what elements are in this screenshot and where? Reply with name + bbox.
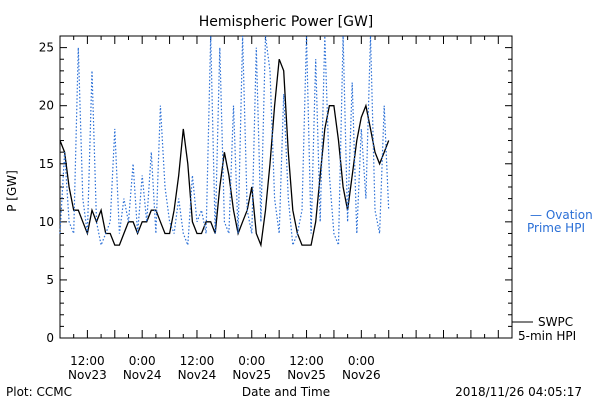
- x-tick-time-label: 12:00: [70, 354, 105, 368]
- x-tick-date-label: Nov24: [178, 368, 217, 382]
- x-tick-time-label: 0:00: [238, 354, 265, 368]
- ovation-prime-hpi-line: [59, 35, 390, 248]
- y-axis: 0 5 10 15 20 25: [39, 35, 512, 345]
- chart-title: Hemispheric Power [GW]: [199, 14, 374, 30]
- x-axis: 12:00Nov230:00Nov2412:00Nov240:00Nov2512…: [59, 36, 513, 382]
- y-tick-label: 25: [39, 41, 54, 55]
- x-tick-date-label: Nov24: [123, 368, 162, 382]
- x-axis-label: Date and Time: [242, 385, 330, 399]
- legend-swpc-label: SWPC: [538, 315, 573, 329]
- legend-ovation-label: — Ovation: [530, 208, 593, 222]
- x-tick-date-label: Nov23: [68, 368, 107, 382]
- legend-swpc-label: 5-min HPI: [518, 329, 576, 343]
- x-tick-date-label: Nov25: [232, 368, 271, 382]
- plot-frame: [59, 35, 513, 339]
- y-tick-label: 5: [46, 273, 54, 287]
- y-tick-label: 0: [46, 331, 54, 345]
- y-axis-label: P [GW]: [5, 170, 19, 212]
- legend-ovation-label: Prime HPI: [527, 221, 585, 235]
- plot-credit: Plot: CCMC: [6, 385, 72, 399]
- x-tick-time-label: 0:00: [129, 354, 156, 368]
- plot-timestamp: 2018/11/26 04:05:17: [455, 385, 582, 399]
- x-tick-date-label: Nov26: [342, 368, 381, 382]
- x-tick-time-label: 0:00: [348, 354, 375, 368]
- swpc-hpi-line: [59, 58, 390, 248]
- y-tick-label: 15: [39, 157, 54, 171]
- x-tick-time-label: 12:00: [289, 354, 324, 368]
- series-layer: [59, 35, 390, 248]
- y-tick-label: 10: [39, 215, 54, 229]
- y-tick-label: 20: [39, 99, 54, 113]
- x-tick-date-label: Nov25: [287, 368, 326, 382]
- x-tick-time-label: 12:00: [180, 354, 215, 368]
